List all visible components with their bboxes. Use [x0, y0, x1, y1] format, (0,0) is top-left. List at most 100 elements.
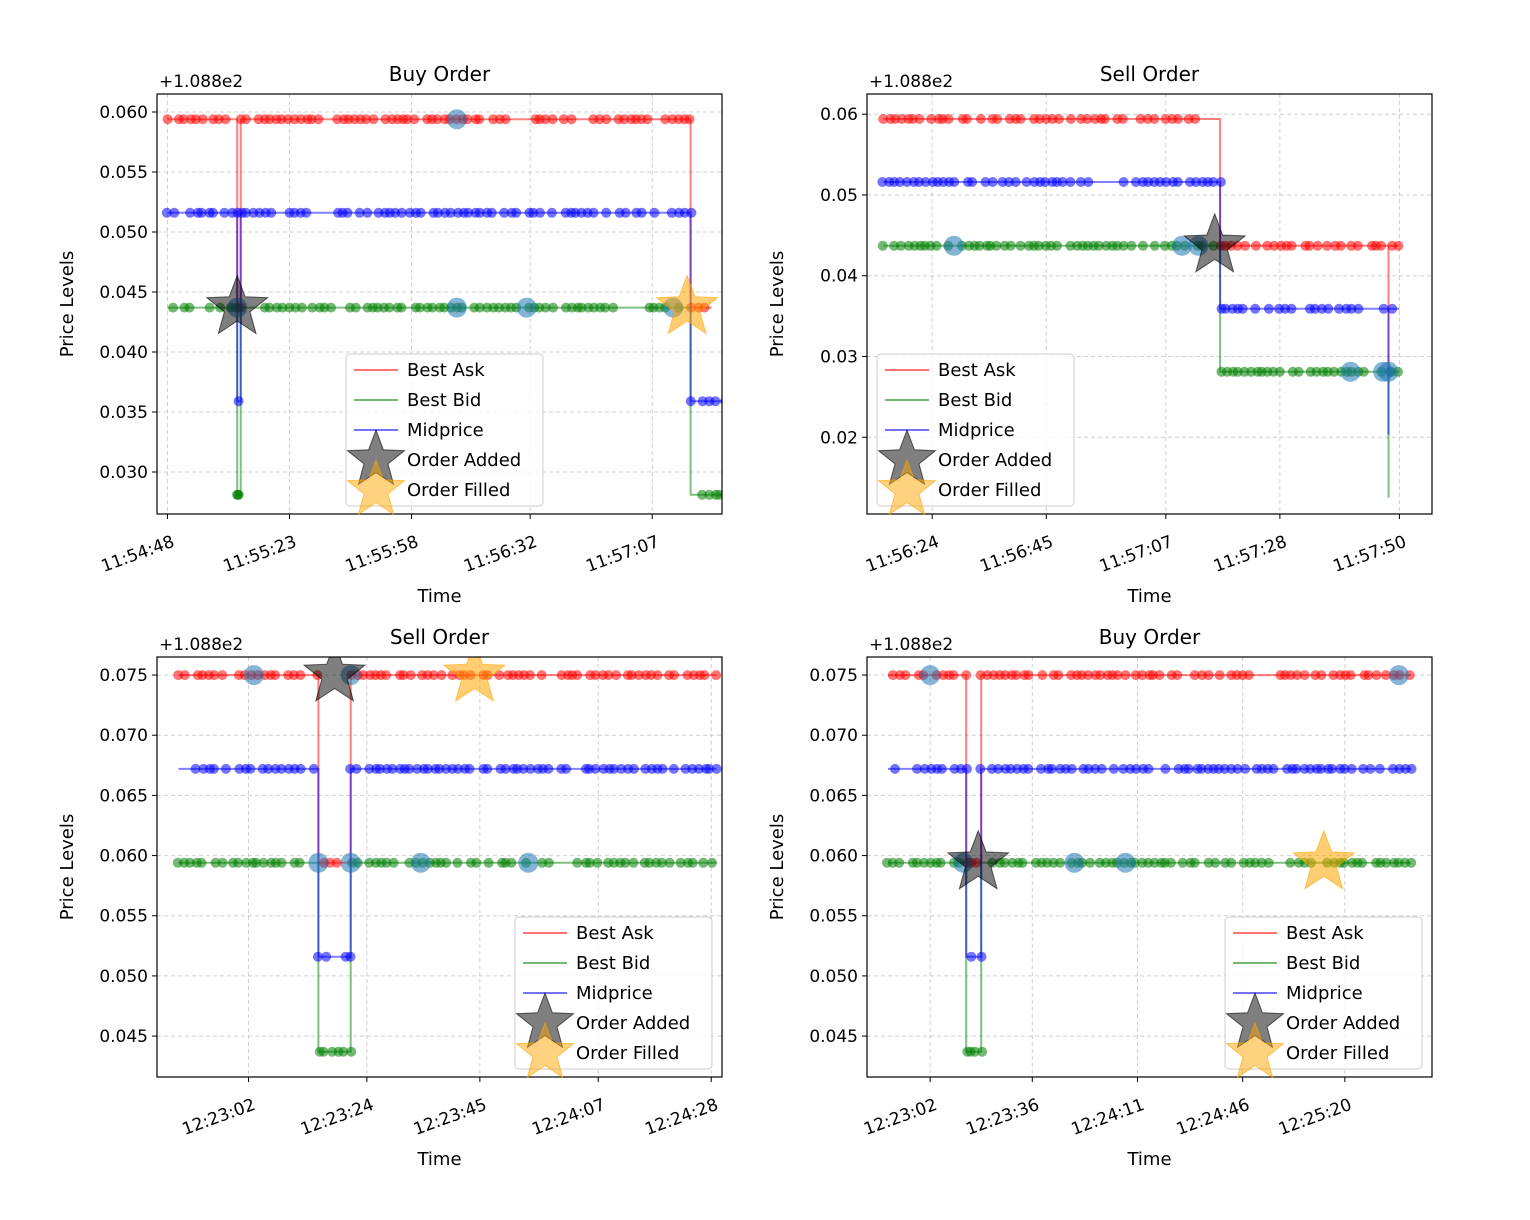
data-point-best-bid — [441, 857, 452, 868]
data-point-midprice — [710, 396, 721, 407]
data-point-best-ask — [217, 670, 228, 681]
data-point-best-bid — [452, 857, 463, 868]
y-tick-label: 0.060 — [99, 103, 148, 123]
data-point-best-bid — [184, 302, 195, 313]
data-point-best-bid — [326, 302, 337, 313]
data-point-best-bid — [196, 857, 207, 868]
data-point-midprice — [685, 396, 696, 407]
data-point-best-bid — [687, 857, 698, 868]
data-point-best-bid — [706, 857, 717, 868]
data-point-midprice — [588, 207, 599, 218]
event-marker — [1340, 361, 1361, 382]
data-point-midprice — [525, 763, 536, 774]
data-point-best-bid — [1017, 857, 1028, 868]
data-point-best-ask — [1393, 240, 1404, 251]
data-point-best-ask — [1137, 670, 1148, 681]
data-point-midprice — [726, 396, 736, 406]
x-axis-label: Time — [1126, 1149, 1171, 1170]
y-tick-label: 0.060 — [809, 847, 858, 867]
data-point-midprice — [1065, 177, 1076, 187]
data-point-best-ask — [361, 114, 371, 125]
data-point-midprice — [1237, 303, 1248, 314]
data-point-midprice — [1240, 763, 1251, 774]
data-point-best-ask — [197, 114, 208, 125]
data-point-best-ask — [660, 114, 671, 125]
data-point-midprice — [445, 207, 456, 218]
legend-entry-label: Best Bid — [407, 390, 481, 411]
legend: Best Ask Best Bid Midprice Order Added Order… — [876, 353, 1075, 516]
data-point-best-bid — [1093, 240, 1104, 251]
data-point-best-bid — [877, 240, 888, 251]
data-point-best-bid — [233, 857, 244, 868]
chart-panel-4: 0.045 0.050 0.055 0.060 0.065 0.070 0.075 12:23… — [767, 625, 1433, 1170]
data-point-best-bid — [1149, 240, 1160, 251]
legend-entry-label: Order Added — [938, 450, 1052, 471]
data-point-midprice — [220, 763, 231, 774]
data-point-best-bid — [1015, 240, 1026, 251]
data-point-midprice — [1096, 763, 1107, 774]
x-tick-label: 11:56:45 — [977, 532, 1056, 577]
data-point-best-ask — [1304, 240, 1315, 251]
data-point-best-ask — [948, 670, 959, 681]
x-tick-label: 11:57:07 — [583, 532, 662, 577]
data-point-midprice — [961, 763, 972, 774]
y-axis-label: Price Levels — [57, 814, 78, 921]
event-marker — [308, 852, 329, 873]
plot-frame — [156, 93, 723, 515]
data-point-midprice — [190, 763, 201, 774]
legend-star-filled-icon — [877, 458, 937, 516]
y-tick-label: 0.050 — [99, 223, 148, 243]
data-point-best-ask — [1053, 114, 1064, 124]
data-point-midprice — [1160, 763, 1171, 774]
data-point-best-bid — [307, 302, 318, 313]
data-point-best-bid — [381, 857, 392, 868]
plot-area — [882, 665, 1417, 1057]
data-point-midprice — [1232, 763, 1243, 774]
x-tick-label: 12:23:02 — [180, 1095, 259, 1140]
legend-star-filled-icon — [515, 1021, 575, 1079]
data-point-best-ask — [1335, 240, 1346, 251]
data-point-midprice — [374, 763, 385, 774]
data-point-best-bid — [506, 857, 517, 868]
data-point-midprice — [321, 951, 332, 962]
data-point-midprice — [1358, 763, 1369, 774]
data-point-best-bid — [1118, 240, 1129, 251]
x-axis-label: Time — [1126, 586, 1171, 607]
data-point-best-bid — [628, 857, 639, 868]
data-point-best-bid — [294, 857, 305, 868]
x-tick-label: 11:57:07 — [1097, 532, 1176, 577]
data-point-best-bid — [264, 302, 275, 313]
data-point-midprice — [1220, 303, 1231, 314]
x-tick-label: 12:24:11 — [1069, 1095, 1148, 1140]
data-point-midprice — [1036, 763, 1046, 774]
data-point-best-bid — [1358, 366, 1369, 377]
data-point-midprice — [636, 207, 647, 218]
data-point-best-ask — [900, 670, 911, 681]
data-point-midprice — [686, 207, 697, 218]
data-point-best-ask — [1149, 114, 1160, 124]
x-tick-label: 12:23:24 — [298, 1095, 377, 1140]
y-tick-label: 0.02 — [820, 428, 858, 448]
data-point-best-ask — [611, 670, 622, 681]
data-point-midprice — [704, 763, 715, 774]
data-point-midprice — [657, 763, 668, 774]
data-point-midprice — [1374, 763, 1385, 774]
data-point-best-bid — [895, 240, 906, 251]
data-point-best-bid — [1138, 240, 1148, 251]
data-point-midprice — [967, 177, 978, 187]
data-point-midprice — [936, 763, 947, 774]
data-point-midprice — [464, 763, 475, 774]
data-point-midprice — [422, 763, 433, 774]
data-point-best-bid — [1005, 240, 1016, 251]
data-point-midprice — [500, 763, 511, 774]
data-point-best-ask — [358, 670, 369, 681]
data-point-best-bid — [1381, 857, 1392, 868]
data-point-midprice — [518, 763, 529, 774]
data-point-midprice — [1323, 303, 1334, 314]
data-point-best-ask — [619, 114, 630, 125]
data-point-best-ask — [179, 670, 190, 681]
data-point-best-bid — [1177, 857, 1188, 868]
data-point-best-ask — [313, 114, 324, 125]
data-point-best-ask — [1117, 114, 1128, 124]
y-tick-label: 0.05 — [820, 186, 858, 206]
